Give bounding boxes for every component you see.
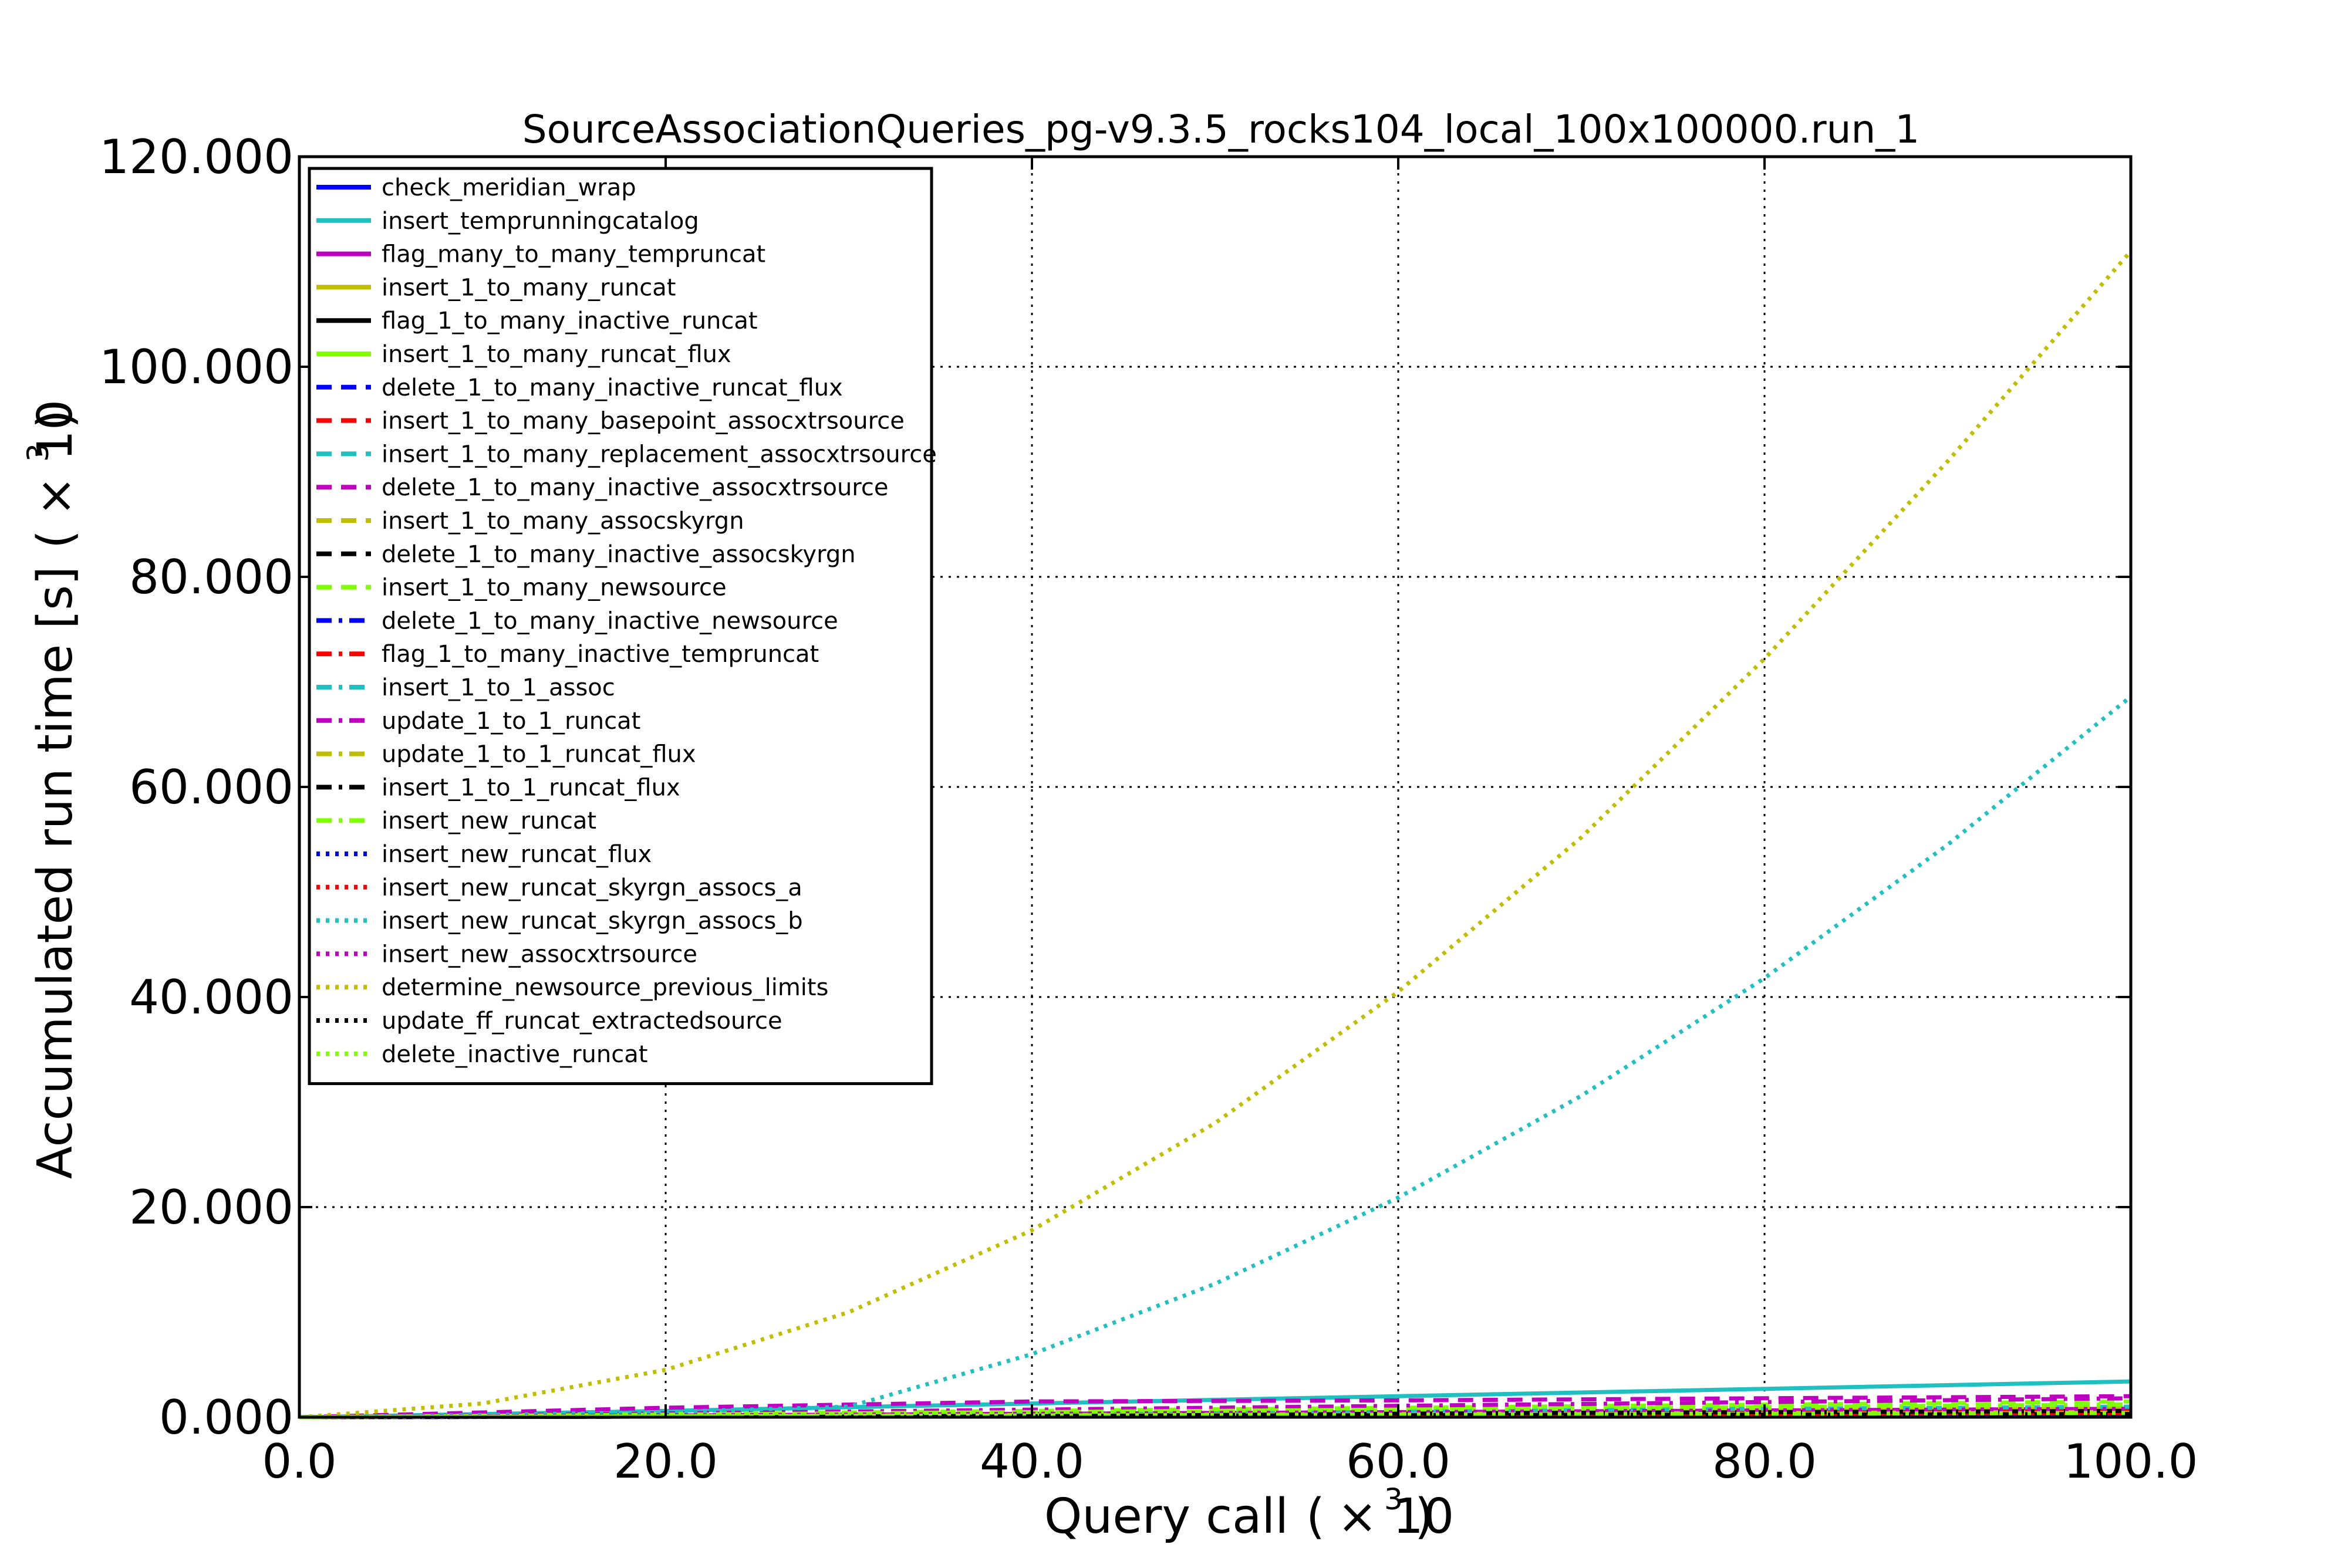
legend-entry-label: check_meridian_wrap [382, 174, 636, 201]
x-axis-multiplier: × 10 [1337, 1489, 1454, 1545]
legend-entry-label: delete_1_to_many_inactive_newsource [382, 607, 838, 634]
legend-entry-label: insert_new_runcat_skyrgn_assocs_b [382, 908, 803, 935]
x-tick-label: 100.0 [2063, 1434, 2198, 1489]
legend-entry-label: delete_1_to_many_inactive_assocskyrgn [382, 541, 856, 568]
legend-entry-label: insert_1_to_many_replacement_assocxtrsou… [382, 441, 937, 468]
series-line-insert_new_runcat [299, 1403, 2131, 1420]
legend-box [308, 167, 933, 1086]
legend-entry-label: insert_new_runcat [382, 807, 596, 834]
series-line-delete_1_to_many_inactive_assocxtrsource [299, 1394, 2131, 1420]
legend-entry-label: delete_inactive_runcat [382, 1041, 647, 1068]
y-tick-label: 80.000 [129, 550, 294, 604]
series-line-determine_newsource_previous_limits [299, 249, 2133, 1420]
legend-entry-label: update_ff_runcat_extractedsource [382, 1008, 782, 1035]
y-tick-label: 40.000 [129, 970, 294, 1025]
chart-title: SourceAssociationQueries_pg-v9.3.5_rocks… [522, 107, 1920, 152]
y-axis-label: Accumulated run time [s] [28, 566, 83, 1179]
legend-entry-label: insert_1_to_many_basepoint_assocxtrsourc… [382, 408, 905, 435]
legend-entry-label: update_1_to_1_runcat_flux [382, 741, 696, 768]
y-axis-multiplier-exponent: 3 [21, 443, 55, 462]
x-axis-paren-close: ) [1415, 1489, 1433, 1545]
y-tick-label: 60.000 [129, 760, 294, 815]
legend-entry-label: insert_new_runcat_skyrgn_assocs_a [382, 874, 802, 901]
legend-entry-label: insert_new_assocxtrsource [382, 941, 697, 968]
y-tick-label: 20.000 [129, 1180, 294, 1235]
legend-entry-label: insert_1_to_many_runcat [382, 274, 676, 301]
legend-entry-label: insert_temprunningcatalog [382, 208, 699, 235]
legend-entry-label: flag_1_to_many_inactive_runcat [382, 307, 758, 334]
legend-entry-label: insert_1_to_many_newsource [382, 575, 727, 601]
y-tick-label: 0.000 [159, 1390, 294, 1445]
x-tick-label: 0.0 [262, 1434, 336, 1489]
axis-ticks: 0.0 20.0 40.0 60.0 80.0 100.0 0.000 20.000 40.00… [99, 130, 2198, 1489]
x-tick-label: 20.0 [613, 1434, 718, 1489]
legend-entry-label: insert_1_to_many_runcat_flux [382, 341, 731, 368]
legend-entry-label: insert_1_to_1_assoc [382, 674, 615, 701]
y-axis-label-group: Accumulated run time [s] ( × 10 3 ) [21, 400, 83, 1179]
legend-entry-label: delete_1_to_many_inactive_runcat_flux [382, 374, 843, 401]
x-axis-label-group: Query call ( × 10 3 ) [1044, 1482, 1454, 1545]
legend-entry-label: insert_1_to_many_assocskyrgn [382, 508, 744, 535]
x-axis-multiplier-exponent: 3 [1384, 1482, 1403, 1516]
legend-entry-label: insert_1_to_1_runcat_flux [382, 774, 680, 801]
y-axis-paren-close: ) [28, 410, 83, 428]
legend-entry-label: delete_1_to_many_inactive_assocxtrsource [382, 474, 888, 501]
x-tick-label: 60.0 [1346, 1434, 1450, 1489]
x-axis-label: Query call [1044, 1489, 1288, 1545]
y-axis-multiplier: × 10 [28, 400, 83, 516]
x-axis-paren-open: ( [1306, 1489, 1325, 1545]
y-tick-label: 100.000 [99, 340, 294, 394]
legend-entry-label: determine_newsource_previous_limits [382, 974, 828, 1001]
legend-entry-label: update_1_to_1_runcat [382, 708, 640, 735]
legend-entry-label: flag_many_to_many_tempruncat [382, 241, 765, 268]
legend-entry-label: flag_1_to_many_inactive_tempruncat [382, 641, 819, 668]
x-tick-label: 80.0 [1712, 1434, 1817, 1489]
legend: check_meridian_wrap insert_temprunningcat… [308, 167, 937, 1086]
legend-entry-label: insert_new_runcat_flux [382, 841, 652, 868]
x-tick-label: 40.0 [980, 1434, 1084, 1489]
y-tick-label: 120.000 [99, 130, 294, 184]
y-axis-paren-open: ( [28, 530, 83, 549]
